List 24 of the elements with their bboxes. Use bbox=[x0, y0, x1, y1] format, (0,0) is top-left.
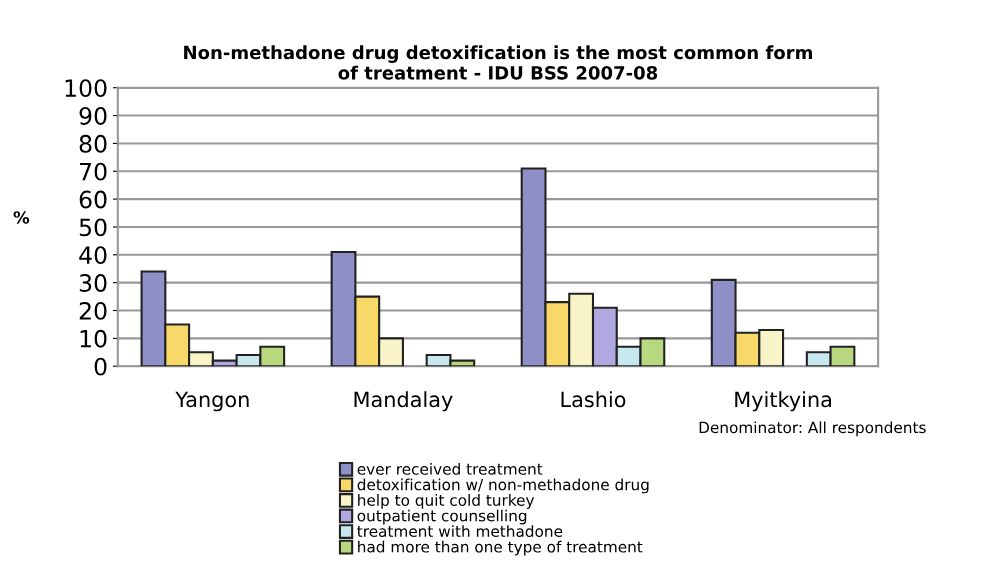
x-tick-label: Yangon bbox=[175, 391, 249, 412]
y-tick-label: 10 bbox=[80, 329, 107, 348]
legend-label: help to quit cold turkey bbox=[358, 494, 535, 509]
legend-label: detoxification w/ non-methadone drug bbox=[357, 478, 649, 494]
y-tick-label: 60 bbox=[79, 190, 107, 209]
legend-label: had more than one type of treatment bbox=[358, 540, 643, 556]
y-tick-label: 30 bbox=[79, 274, 107, 292]
x-tick-label: Lashio bbox=[561, 391, 626, 408]
x-tick-label: Myitkyina bbox=[735, 391, 832, 412]
y-tick-label: 100 bbox=[65, 79, 107, 98]
chart-title: Non-methadone drug detoxification is the most common form of treatment - IDU BSS 2007-08 bbox=[184, 45, 812, 80]
y-tick-label: 70 bbox=[79, 162, 107, 181]
y-tick-label: 40 bbox=[79, 246, 107, 265]
y-tick-label: 90 bbox=[79, 107, 107, 125]
legend-label: ever received treatment bbox=[357, 462, 543, 475]
legend-label: treatment with methadone bbox=[357, 525, 563, 538]
y-tick-label: 20 bbox=[79, 301, 107, 320]
y-axis-title: % bbox=[13, 211, 30, 224]
y-tick-label: 0 bbox=[94, 357, 107, 376]
y-tick-label: 50 bbox=[79, 218, 107, 237]
x-tick-label: Mandalay bbox=[354, 391, 453, 412]
y-tick-label: 80 bbox=[79, 134, 107, 153]
legend-label: outpatient counselling bbox=[357, 509, 527, 525]
text: Denominator: All respondents bbox=[699, 421, 926, 437]
